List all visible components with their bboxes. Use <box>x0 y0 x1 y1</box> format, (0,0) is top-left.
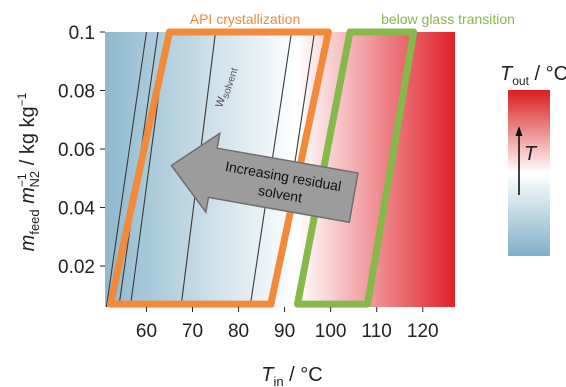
y-axis-label: mfeed m−1N2 / kg kg−1 <box>15 92 42 251</box>
plot-area: wsolvent Increasing residual solvent <box>105 28 455 308</box>
y-tick-label: 0.06 <box>58 140 95 161</box>
arrow-shape <box>170 131 359 224</box>
region-outline-1 <box>107 28 332 308</box>
y-tick-label: 0.1 <box>69 23 95 44</box>
x-tick-label: 90 <box>274 321 295 342</box>
y-tick-label: 0.04 <box>58 199 95 220</box>
y-axis: 0.02 0.04 0.06 0.08 0.1 <box>58 23 105 278</box>
contour-line-1 <box>105 32 147 307</box>
y-tick-label: 0.02 <box>58 257 95 278</box>
increasing-solvent-arrow: Increasing residual solvent <box>170 131 359 224</box>
colorbar-label: Tout / °C <box>500 63 566 88</box>
colorbar-gradient <box>508 90 550 256</box>
x-axis-label: Tin / °C <box>261 364 322 387</box>
x-tick-label: 110 <box>362 321 392 342</box>
region-label-api: API crystallization <box>190 11 300 27</box>
region-outline-2 <box>294 28 418 308</box>
colorbar-arrow-head <box>515 126 523 136</box>
arrow-text-line2: solvent <box>257 182 304 205</box>
colorbar-arrow-label: T <box>524 143 538 165</box>
x-tick-label: 120 <box>407 321 439 342</box>
x-tick-label: 70 <box>182 321 203 342</box>
process-regions <box>107 28 418 308</box>
x-axis: 60 70 80 90 100 110 120 <box>136 307 439 342</box>
colorbar: Tout / °C T <box>500 63 566 256</box>
x-tick-label: 80 <box>228 321 249 342</box>
region-label-glass: below glass transition <box>381 11 515 27</box>
x-tick-label: 60 <box>136 321 157 342</box>
y-tick-label: 0.08 <box>58 82 95 103</box>
x-tick-label: 100 <box>315 321 347 342</box>
